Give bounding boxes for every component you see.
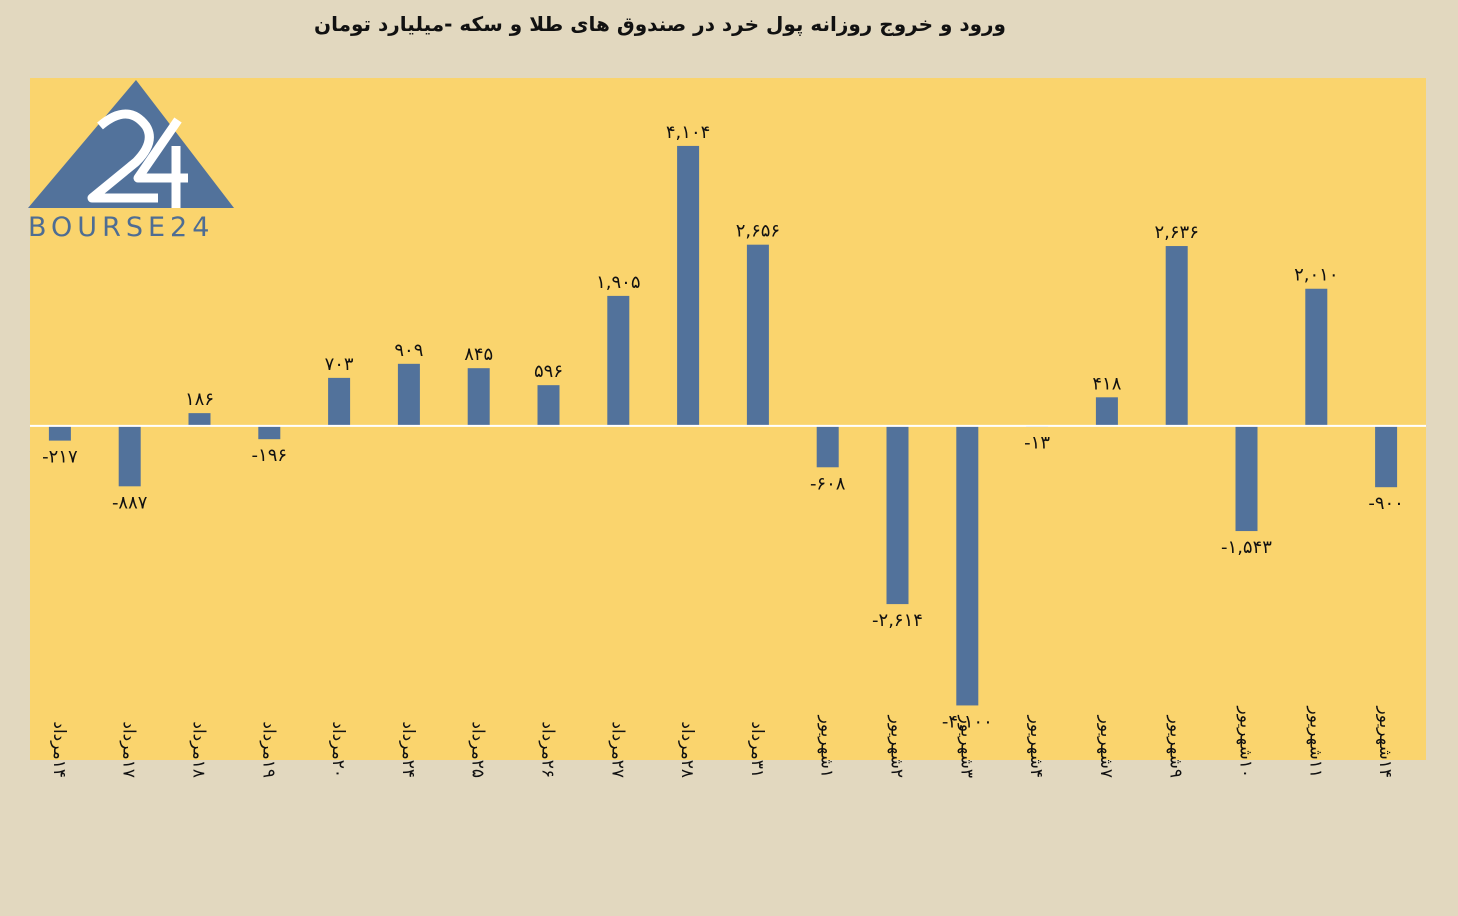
data-label-5: ۷۰۳ <box>325 354 354 375</box>
data-label-10: ۴,۱۰۴ <box>666 122 710 143</box>
x-tick-label-16: ۷شهریور <box>1096 715 1116 778</box>
data-label-20: -۹۰۰ <box>1368 493 1404 514</box>
x-tick-label-20: ۱۴شهریور <box>1375 706 1395 778</box>
bar-19 <box>1305 288 1328 426</box>
data-label-14: -۴,۱۰۰ <box>942 711 993 732</box>
data-label-6: ۹۰۹ <box>394 340 423 361</box>
data-label-11: ۲,۶۵۶ <box>736 221 780 242</box>
data-labels-layer: -۲۱۷ -۸۸۷ ۱۸۶ -۱۹۶ ۷۰۳ ۹۰۹ ۸۴۵ ۵۹۶ ۱,۹۰۵ ۴,۱۰۴ ۲,۶… <box>42 122 1404 733</box>
x-tick-label-7: ۲۵مرداد <box>468 721 488 778</box>
logo-text: BOURSE24 <box>28 212 215 243</box>
data-label-3: ۱۸۶ <box>185 389 214 410</box>
bar-7 <box>467 368 490 426</box>
bar-9 <box>607 295 630 426</box>
data-label-18: -۱,۵۴۳ <box>1221 537 1272 558</box>
bar-18 <box>1235 425 1258 532</box>
bar-1 <box>48 425 71 441</box>
x-tick-label-18: ۱۰شهریور <box>1236 706 1256 778</box>
bar-12 <box>816 425 839 468</box>
bars-layer <box>48 145 1398 706</box>
x-tick-label-12: ۱شهریور <box>817 715 837 778</box>
bar-10 <box>677 145 700 426</box>
x-tick-label-8: ۲۶مرداد <box>538 721 558 778</box>
bar-6 <box>397 363 420 426</box>
x-tick-label-1: ۱۴مرداد <box>49 721 69 778</box>
x-tick-label-19: ۱۱شهریور <box>1305 706 1325 778</box>
x-tick-label-6: ۲۴مرداد <box>398 721 418 778</box>
data-label-19: ۲,۰۱۰ <box>1294 265 1338 286</box>
data-label-12: -۶۰۸ <box>810 473 846 494</box>
data-label-8: ۵۹۶ <box>534 361 563 382</box>
bar-3 <box>188 413 211 426</box>
bar-2 <box>118 425 141 487</box>
chart-title: ورود و خروج روزانه پول خرد در صندوق های … <box>314 12 1006 36</box>
x-tick-label-14: ۳شهریور <box>956 715 976 778</box>
bar-20 <box>1375 425 1398 488</box>
data-label-15: -۱۳ <box>1024 433 1050 454</box>
x-tick-label-5: ۲۰مرداد <box>328 721 348 778</box>
data-label-2: -۸۸۷ <box>112 492 148 513</box>
bar-14 <box>956 425 979 706</box>
logo-triangle-icon <box>28 80 234 208</box>
x-tick-label-13: ۲شهریور <box>887 715 907 778</box>
logo-two-stroke <box>87 109 158 203</box>
data-label-9: ۱,۹۰۵ <box>596 272 640 293</box>
x-tick-label-3: ۱۸مرداد <box>189 721 209 778</box>
bar-4 <box>258 425 281 440</box>
x-tick-label-17: ۹شهریور <box>1166 715 1186 778</box>
bar-5 <box>328 377 351 426</box>
bar-13 <box>886 425 909 605</box>
data-label-1: -۲۱۷ <box>42 447 78 468</box>
data-label-7: ۸۴۵ <box>464 344 493 365</box>
bar-11 <box>746 244 769 426</box>
bar-8 <box>537 385 560 426</box>
x-tick-label-9: ۲۷مرداد <box>607 721 627 778</box>
x-tick-labels-layer: ۱۴مرداد ۱۷مرداد ۱۸مرداد ۱۹مرداد ۲۰مرداد ۲۴مرد… <box>49 706 1395 778</box>
x-tick-label-10: ۲۸مرداد <box>677 721 697 778</box>
x-tick-label-2: ۱۷مرداد <box>119 721 139 778</box>
bourse24-logo <box>28 80 243 250</box>
data-label-16: ۴۱۸ <box>1092 373 1121 394</box>
x-tick-label-11: ۳۱مرداد <box>747 721 767 778</box>
plot-area <box>30 78 1426 760</box>
x-tick-label-4: ۱۹مرداد <box>258 721 278 778</box>
data-label-17: ۲,۶۳۶ <box>1154 222 1198 243</box>
data-label-4: -۱۹۶ <box>252 445 288 466</box>
bar-16 <box>1095 397 1118 426</box>
logo-four-stroke <box>133 117 188 208</box>
bar-17 <box>1165 246 1188 426</box>
x-tick-label-15: ۴شهریور <box>1026 715 1046 778</box>
data-label-13: -۲,۶۱۴ <box>872 610 923 631</box>
